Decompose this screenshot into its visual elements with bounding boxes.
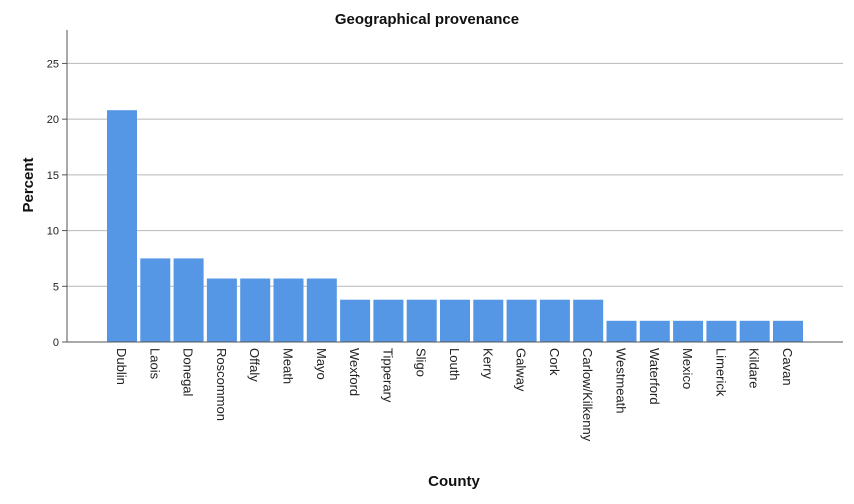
x-category-label: Waterford	[647, 348, 662, 405]
x-category-label: Cavan	[780, 348, 795, 386]
bar-sligo	[406, 299, 437, 342]
x-category-label: Sligo	[414, 348, 429, 377]
x-category-label: Westmeath	[614, 348, 629, 414]
y-tick-label: 0	[53, 337, 59, 349]
x-category-label: Kildare	[747, 348, 762, 388]
x-category-label: Tipperary	[380, 348, 395, 403]
bar-offaly	[240, 278, 271, 342]
x-category-label: Carlow/Kilkenny	[580, 348, 595, 442]
bar-kildare	[739, 320, 770, 342]
bar-westmeath	[606, 320, 637, 342]
x-category-label: Roscommon	[214, 348, 229, 421]
y-axis-title: Percent	[20, 157, 37, 212]
bar-galway	[506, 299, 537, 342]
bars	[107, 110, 803, 342]
x-axis-title: County	[428, 473, 480, 490]
bar-laois	[140, 258, 171, 342]
bar-wexford	[340, 299, 371, 342]
bar-carlow-kilkenny	[573, 299, 604, 342]
tick-labels: 0 5 10 15 20 25 Dublin Laois Donegal Roscommon Off…	[47, 58, 795, 441]
bar-waterford	[639, 320, 670, 342]
x-category-label: Donegal	[181, 348, 196, 397]
y-tick-label: 25	[47, 58, 59, 70]
x-category-label: Limerick	[713, 348, 728, 397]
bar-cork	[539, 299, 570, 342]
x-category-label: Cork	[547, 348, 562, 376]
x-category-label: Laois	[147, 348, 162, 380]
x-category-label: Galway	[514, 348, 529, 392]
x-category-label: Meath	[281, 348, 296, 384]
y-tick-label: 10	[47, 226, 59, 238]
x-category-label: Wexford	[347, 348, 362, 396]
x-category-label: Mexico	[680, 348, 695, 389]
bar-kerry	[473, 299, 504, 342]
bar-mexico	[673, 320, 704, 342]
y-tick-label: 15	[47, 170, 59, 182]
y-tick-label: 20	[47, 114, 59, 126]
bar-donegal	[173, 258, 204, 342]
bar-roscommon	[206, 278, 237, 342]
chart-title: Geographical provenance	[335, 11, 519, 28]
y-tick-label: 5	[53, 281, 59, 293]
bar-dublin	[107, 110, 137, 342]
x-category-label: Louth	[447, 348, 462, 381]
gridlines	[67, 62, 843, 287]
bar-limerick	[706, 320, 737, 342]
axes	[62, 30, 843, 343]
bar-cavan	[773, 320, 803, 342]
x-category-label: Dublin	[114, 348, 129, 385]
bar-meath	[273, 278, 304, 342]
bar-louth	[440, 299, 470, 342]
x-category-label: Mayo	[314, 348, 329, 380]
x-category-label: Kerry	[480, 348, 495, 380]
x-category-label: Offaly	[247, 348, 262, 382]
bar-tipperary	[373, 299, 404, 342]
bar-mayo	[306, 278, 337, 342]
